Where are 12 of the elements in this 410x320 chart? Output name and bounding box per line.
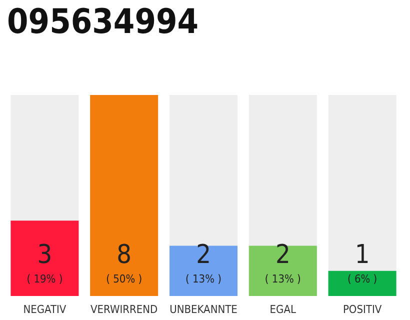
data-label: 2 ( 13% ) [185,240,222,286]
x-tick-label: NEGATIV [23,303,66,316]
x-tick-label: VERWIRREND [90,303,158,316]
x-tick-label: EGAL [270,303,296,316]
bar [328,270,396,296]
x-tick-label: UNBEKANNTE [170,303,238,316]
data-label: 8 ( 50% ) [106,240,142,286]
data-label: 2 ( 13% ) [264,240,302,286]
data-label: 1 ( 6% ) [347,240,378,286]
data-label: 3 ( 19% ) [26,240,63,286]
chart-title: 095634994 [7,2,199,42]
x-tick-label: POSITIV [342,303,382,316]
